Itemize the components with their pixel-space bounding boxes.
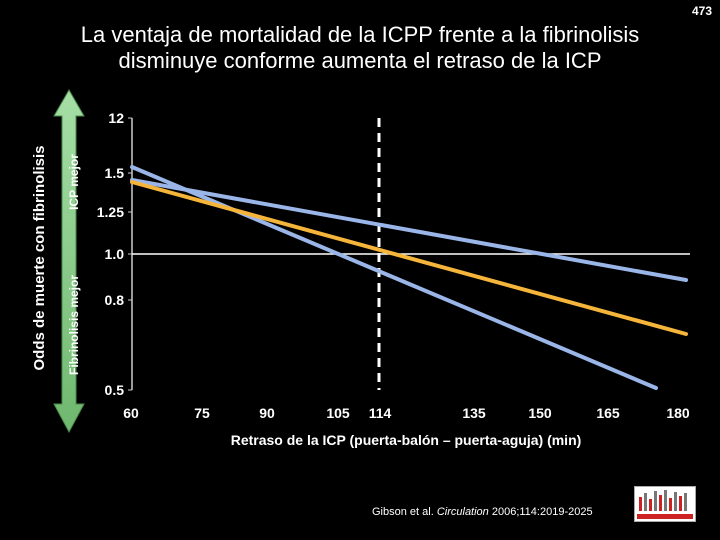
lower-y-label: Fibrinolisis mejor xyxy=(67,275,81,375)
citation-journal: Circulation xyxy=(436,506,489,518)
plot-area: 12 1.5 1.25 1.0 0.8 0.5 60 75 90 105 114 135 150 165 1… xyxy=(97,110,690,448)
x-tick-label: 60 xyxy=(123,405,139,421)
y-tick-label: 1.0 xyxy=(105,246,125,262)
x-tick-label: 105 xyxy=(326,405,350,421)
citation: Gibson et al. Circulation 2006;114:2019-… xyxy=(372,506,593,518)
y-tick-label: 12 xyxy=(108,110,124,126)
double-arrow-icon xyxy=(53,88,85,434)
citation-details: 2006;114:2019-2025 xyxy=(488,506,593,518)
title-line-2: disminuye conforme aumenta el retraso de… xyxy=(118,48,602,73)
series-line-3 xyxy=(130,180,688,336)
x-axis-label: Retraso de la ICP (puerta-balón – puerta… xyxy=(231,432,582,448)
citation-authors: Gibson et al. xyxy=(372,506,437,518)
publisher-logo xyxy=(634,486,696,522)
title-line-1: La ventaja de mortalidad de la ICPP fren… xyxy=(80,22,640,47)
series-line-2 xyxy=(130,178,688,282)
y-tick-label: 0.8 xyxy=(105,292,125,308)
y-tick-label: 1.25 xyxy=(97,204,124,220)
series-line-1 xyxy=(130,165,658,390)
slide-number: 473 xyxy=(691,4,712,18)
x-tick-label: 135 xyxy=(462,405,486,421)
x-tick-label: 180 xyxy=(666,405,690,421)
x-tick-label: 114 xyxy=(369,405,392,421)
slide-title: La ventaja de mortalidad de la ICPP fren… xyxy=(0,22,720,74)
x-tick-label: 150 xyxy=(528,405,552,421)
x-tick-label: 165 xyxy=(596,405,620,421)
outer-y-label: Odds de muerte con fibrinolisis xyxy=(31,145,48,370)
y-tick-label: 1.5 xyxy=(105,165,125,181)
y-tick-label: 0.5 xyxy=(105,382,125,398)
upper-y-label: ICP mejor xyxy=(67,154,81,210)
x-tick-label: 75 xyxy=(194,405,210,421)
x-tick-label: 90 xyxy=(259,405,275,421)
